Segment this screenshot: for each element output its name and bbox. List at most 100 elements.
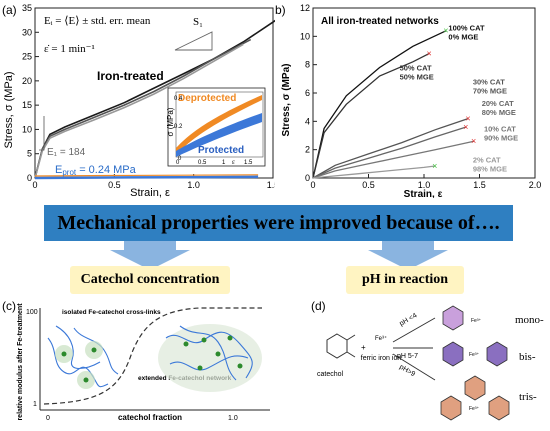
ph1-label: pH <4 [399,312,419,328]
panel-b-line-5 [312,140,475,179]
catechol-label: catechol [317,371,344,378]
panel-b-failure-marker: × [427,48,432,58]
inset-ytick-1: 0.2 [174,124,183,130]
panel-a-xtick-label: 1.5 [267,180,275,190]
panel-a-xlabel: Strain, ε [130,187,170,198]
panel-b-line-3 [312,117,469,179]
inset-xtick-1: 0.5 [198,160,207,166]
panel-b-plot-frame [312,7,536,179]
panel-b-series-label-mge: 98% MGE [473,164,507,173]
mono-complex: Fe³⁺ [442,305,482,331]
inset-xlabel: ε [232,158,235,166]
panel-b-failure-marker: × [463,122,468,132]
panel-a-label: (a) [2,3,17,17]
panel-a-series-label: Iron-treated [97,69,164,83]
panel-b-series-label-cat: 2% CAT [473,155,501,164]
panel-c-ytick-top: 100 [26,309,38,316]
panel-a-ytick-label: 10 [22,124,32,134]
panel-a-slope-label: S₁ [193,16,203,28]
panel-a-deprotected-line-path [34,174,259,177]
panel-b-xtick-label: 1.0 [418,180,431,190]
panel-b-series-label-cat: 50% CAT [400,63,432,72]
ferric-label: ferric iron ion [361,355,402,362]
inset-ytick-2: 0 [178,156,182,162]
panel-a-protected-line-path [34,175,259,180]
inset-deprotected-band [176,95,262,155]
panel-b-series-label-mge: 70% MGE [473,87,507,96]
panel-b-failure-marker: × [465,114,470,124]
panel-b-ytick-label: 12 [300,3,310,13]
headline-text: Mechanical properties were improved beca… [57,212,500,234]
panel-a-eprot-label: Eprot = 0.24 MPa [55,164,137,177]
panel-a-line-3 [34,43,244,179]
panel-a-slope-triangle [174,31,213,51]
panel-c: (c) relative modulus after Fe-treatment … [2,299,270,422]
left-arrow [110,238,190,270]
inset-xtick-2: 1 [222,160,226,166]
panel-a-protected-line [34,174,259,180]
panel-b-series-label-mge: 80% MGE [482,108,516,117]
panel-b-line-4 [312,126,467,179]
panel-b-line-2 [312,52,430,179]
panel-a-xtick-label: 0 [32,180,37,190]
panel-b-xtick-label: 1.5 [473,180,486,190]
panel-b-line-6 [312,165,436,179]
panel-a-yticks: 0 5 10 15 20 25 30 35 [22,3,39,183]
panel-b-series-label-cat: 10% CAT [484,124,516,133]
panel-b-series-label-cat: 20% CAT [482,99,514,108]
inset-ylabel: σ (MPa) [166,107,175,136]
panel-b-yticks: 0 2 4 6 8 10 12 [300,3,317,183]
tris-complex: Fe³⁺ [440,375,510,421]
panel-b-xticks: 0 0.5 1.0 1.5 2.0 [310,174,541,190]
panel-b-xtick-label: 0 [310,180,315,190]
catechol-molecule [326,333,356,359]
panel-c-ytick-bottom: 1 [33,401,37,408]
panel-c-xtick-start: 0 [46,415,50,422]
svg-text:Fe³⁺: Fe³⁺ [471,318,482,324]
panel-a-ytick-label: 30 [22,27,32,37]
panel-c-trend-curve [43,307,262,405]
panel-b-title: All iron-treated networks [321,16,439,27]
arrow-ph3 [392,353,436,381]
tris-label: tris- [519,391,537,403]
right-arrow [368,238,448,270]
arrow-ph1 [392,317,436,343]
panel-b-failure-marker: × [432,161,437,171]
panel-b-failure-marker: × [471,136,476,146]
panel-b-failure-marker: × [443,26,448,36]
inset-deprotected-label: Deprotected [178,93,236,104]
panel-b: (b) Stress, σ (MPa) 0 2 4 6 8 10 12 0 0.5 1.0 1.5… [275,3,541,198]
panel-a-ytick-label: 25 [22,52,32,62]
panel-a-ytick-label: 0 [27,173,32,183]
panel-b-xtick-label: 0.5 [362,180,375,190]
panel-b-series-label-cat: 100% CAT [448,24,485,33]
headline-banner: Mechanical properties were improved beca… [44,205,513,241]
plus-sign: + [361,343,366,352]
extended-network [158,324,262,392]
panel-b-ytick-label: 10 [300,31,310,41]
ph-reaction-box: pH in reaction [346,266,464,294]
panel-a-inset: Deprotected Protected σ (MPa) 0.4 0.2 0 … [166,87,266,167]
panel-a-formula-rate: ε̇ = 1 min⁻¹ [44,43,95,55]
inset-protected-band [176,113,262,157]
ph3-label: pH>9 [398,364,416,379]
panel-b-ytick-label: 6 [305,88,310,98]
panel-b-series-label-mge: 0% MGE [448,33,478,42]
panel-b-ytick-label: 2 [305,145,310,155]
panel-b-series: ×××××× [312,26,476,179]
panel-a-series [34,19,275,179]
panel-c-annotation-left: isolated Fe-catechol cross-links [62,309,161,316]
ph2-label: pH 5-7 [397,353,418,360]
panel-b-series-label-mge: 90% MGE [484,133,518,142]
inset-ytick-0: 0.4 [174,96,183,102]
panel-a-ytick-label: 20 [22,76,32,86]
panel-a-modulus-label: E₁ = 184 [47,147,86,158]
panel-a-ytick-label: 5 [27,149,32,159]
panel-b-xlabel: Strain, ε [404,189,443,198]
bis-complex: Fe³⁺ [442,341,508,367]
panel-b-xtick-label: 2.0 [529,180,542,190]
svg-text:Fe³⁺: Fe³⁺ [469,352,480,358]
panel-c-xlabel: catechol fraction [118,413,182,422]
